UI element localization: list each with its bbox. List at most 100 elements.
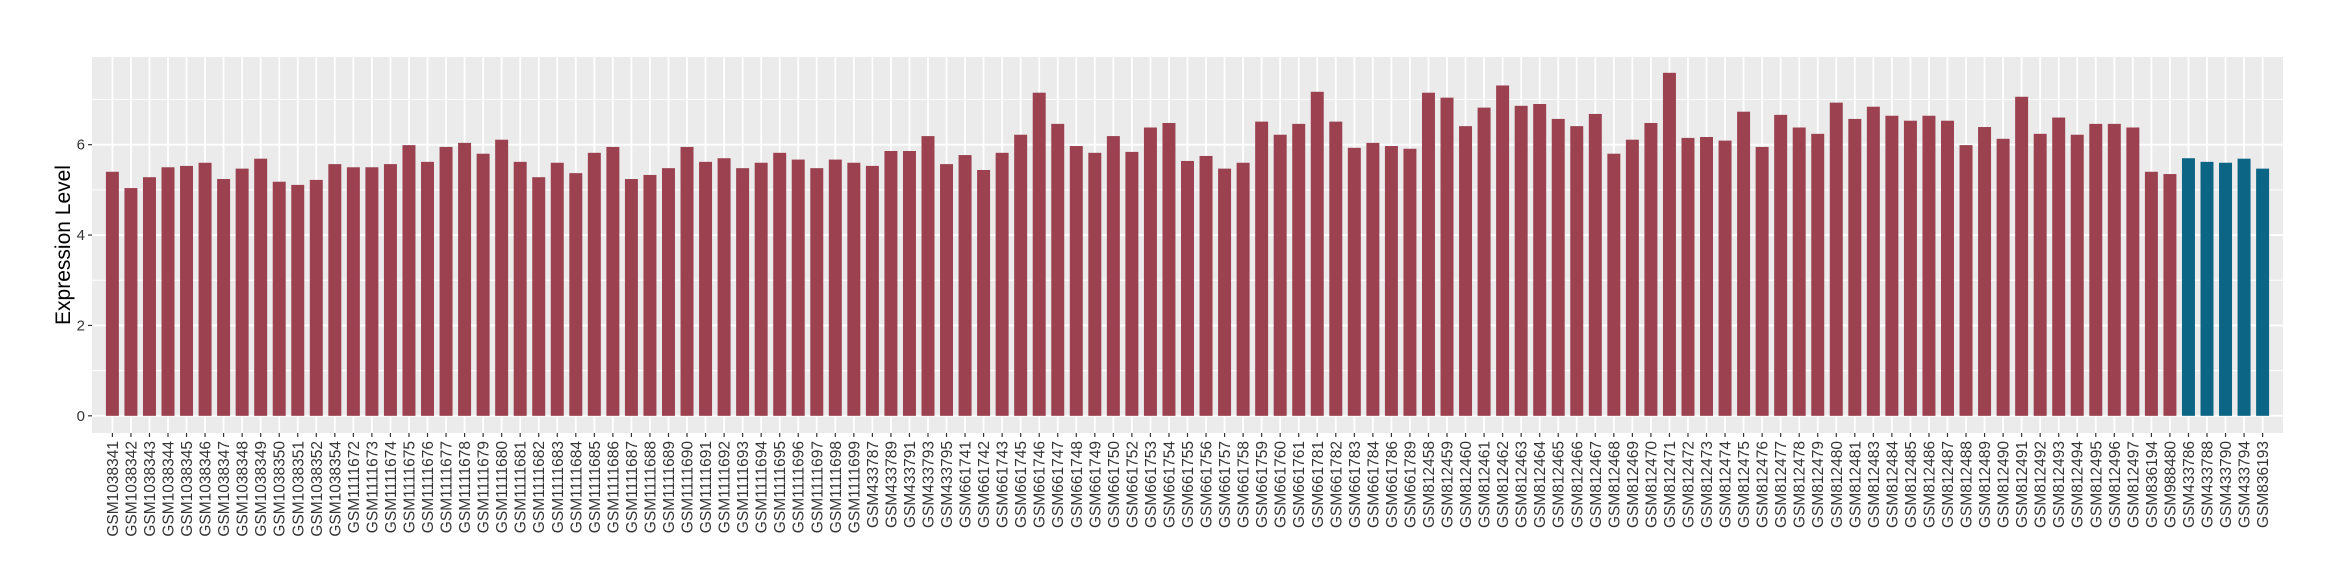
bar: GSM661755: 5.64 [1181,160,1194,416]
x-tick-label: GSM1111692 [717,441,734,533]
bar: GSM1038345: 5.53 [180,165,194,416]
bar: GSM812467: 6.68 [1588,113,1602,416]
bar: GSM1111689: 5.48 [661,168,675,416]
x-tick-label: GSM1038346 [198,441,215,537]
x-tick-label: GSM812486 [1921,441,1938,528]
x-tick-label: GSM661782 [1328,441,1345,528]
bar: GSM812488: 5.99 [1959,145,1973,416]
x-tick-label: GSM661746 [1032,441,1049,528]
x-tick-label: GSM1111688 [642,441,659,533]
bar: GSM812465: 6.57 [1551,118,1565,416]
bar: GSM836193: 5.47 [2256,168,2270,416]
y-tick-label: 2 [77,317,85,334]
x-tick-label: GSM433789 [883,441,900,528]
bar: GSM661760: 6.22 [1273,134,1287,416]
x-tick-label: GSM812465 [1551,441,1568,528]
bar: GSM433787: 5.53 [865,165,879,416]
bar: GSM1038350: 5.18 [272,181,286,416]
x-tick-label: GSM1038349 [253,441,270,537]
bar: GSM812480: 6.93 [1829,102,1843,416]
bar: GSM812473: 6.17 [1700,136,1714,416]
bar: GSM812461: 6.82 [1477,107,1491,416]
y-tick-label: 6 [77,137,85,154]
bar: GSM812487: 6.53 [1941,120,1954,416]
bar: GSM1111695: 5.82 [773,152,787,416]
x-tick-label: GSM661747 [1050,441,1067,528]
bar: GSM812476: 5.95 [1755,146,1769,416]
bar: GSM661789: 5.91 [1403,148,1417,416]
x-tick-label: GSM661755 [1180,441,1197,528]
bar: GSM812491: 7.06 [2015,96,2029,416]
bar: GSM661746: 7.15 [1032,92,1046,416]
bar: GSM1111682: 5.28 [532,177,546,416]
bar: GSM1111692: 5.7 [717,158,731,416]
bar: GSM812469: 6.11 [1625,139,1639,416]
x-tick-label: GSM661754 [1161,441,1178,528]
bar: GSM1111686: 5.95 [606,146,620,416]
x-tick-label: GSM1038343 [142,441,159,537]
x-tick-label: GSM812460 [1458,441,1475,528]
x-tick-label: GSM812484 [1884,441,1901,528]
x-tick-label: GSM1111683 [550,441,567,533]
bar: GSM812470: 6.48 [1644,122,1658,416]
x-tick-label: GSM1038347 [216,441,233,537]
x-tick-label: GSM661761 [1291,441,1308,528]
bar: GSM812494: 6.22 [2070,134,2084,416]
x-tick-label: GSM433786 [2181,441,2198,528]
bar: GSM812495: 6.46 [2089,123,2103,416]
x-tick-label: GSM661749 [1087,441,1104,528]
x-tick-label: GSM661784 [1365,441,1382,528]
bar: GSM1038351: 5.11 [291,184,305,416]
bar: GSM661781: 7.17 [1310,91,1324,416]
bar: GSM1038354: 5.57 [328,164,342,416]
bar: GSM1111694: 5.6 [754,162,768,416]
x-tick-label: GSM1111691 [698,441,715,533]
bar: GSM812497: 6.38 [2126,127,2140,416]
bar: GSM1111672: 5.5 [346,167,360,416]
x-tick-label: GSM1111689 [661,441,678,533]
x-tick-label: GSM433795 [939,441,956,528]
x-tick-label: GSM661752 [1124,441,1141,528]
bar: GSM661759: 6.51 [1255,121,1269,416]
bar: GSM836194: 5.4 [2144,171,2158,416]
x-tick-label: GSM661750 [1106,441,1123,528]
x-tick-label: GSM812467 [1588,441,1605,528]
bar: GSM661757: 5.47 [1218,168,1232,416]
bar: GSM661754: 6.48 [1162,122,1176,416]
bar: GSM1111683: 5.6 [550,162,564,416]
x-tick-label: GSM1038345 [179,441,196,537]
bar: GSM812463: 6.86 [1514,105,1528,416]
bar: GSM812478: 6.38 [1792,127,1806,416]
x-tick-label: GSM661758 [1236,441,1253,528]
x-tick-label: GSM812481 [1847,441,1864,528]
bar: GSM1111690: 5.95 [680,146,694,416]
x-tick-label: GSM812483 [1866,441,1883,528]
bar: GSM1111698: 5.67 [828,159,842,416]
bar: GSM433788: 5.62 [2200,161,2214,416]
bar: GSM661783: 5.93 [1347,147,1361,416]
x-tick-label: GSM1111679 [476,441,493,533]
x-tick-label: GSM1038354 [327,441,344,537]
bar: GSM1111696: 5.67 [791,159,805,416]
bar: GSM1111677: 5.95 [439,146,453,416]
bar: GSM812474: 6.09 [1718,140,1732,416]
bar: GSM661758: 5.6 [1236,162,1250,416]
bar: GSM812486: 6.64 [1922,115,1936,416]
x-tick-label: GSM812480 [1829,441,1846,528]
x-tick-label: GSM812461 [1477,441,1494,528]
x-tick-label: GSM661783 [1347,441,1364,528]
y-axis-title: Expression Level [52,165,75,325]
x-tick-label: GSM1111677 [439,441,456,533]
x-tick-label: GSM1111680 [494,441,511,534]
x-tick-label: GSM661741 [958,441,975,528]
x-tick-label: GSM1111684 [568,441,585,534]
bar: GSM661756: 5.75 [1199,155,1213,416]
bar: GSM433793: 6.19 [921,136,935,416]
bars: GSM1038341: 5.4 GSM1038342: 5.04 GSM103834… [105,72,2270,416]
x-tick-label: GSM812495 [2088,441,2105,528]
x-tick-label: GSM1111682 [531,441,548,533]
x-tick-label: GSM433791 [902,441,919,528]
x-tick-label: GSM1038352 [309,441,326,537]
bar: GSM1111697: 5.48 [810,168,824,416]
bar: GSM1038346: 5.6 [198,162,212,416]
